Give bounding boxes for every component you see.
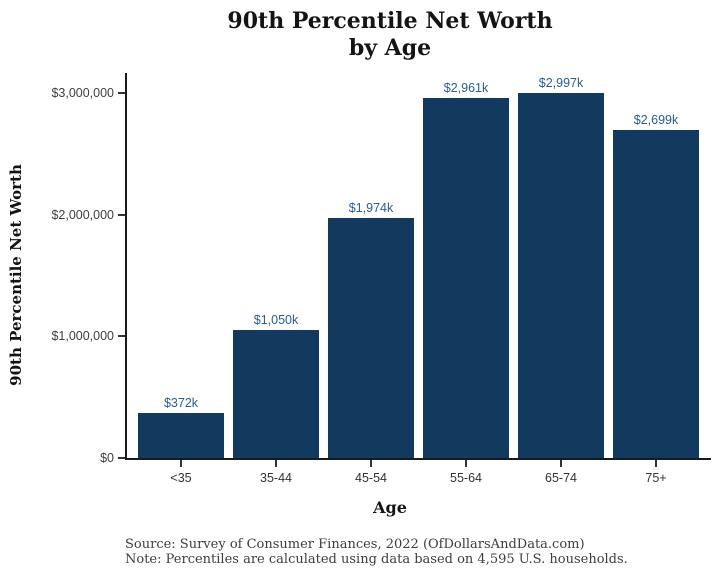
x-tick-mark <box>275 460 277 467</box>
y-tick-mark <box>118 92 125 94</box>
x-tick-label: 65-74 <box>545 471 577 485</box>
bar-value-label: $1,974k <box>348 200 394 215</box>
x-tick-label: <35 <box>170 471 192 485</box>
x-tick-label: 35-44 <box>260 471 292 485</box>
y-tick-mark <box>118 213 125 216</box>
x-axis-line <box>125 458 711 460</box>
bar-35-44 <box>233 330 319 458</box>
x-axis-title: Age <box>373 498 407 517</box>
y-tick-mark <box>118 457 125 459</box>
x-tick-mark <box>560 460 562 467</box>
y-tick-mark <box>118 335 125 338</box>
y-axis-line <box>125 73 127 460</box>
y-tick-label: $2,000,000 <box>51 207 114 222</box>
bar-55-64 <box>423 97 509 458</box>
bar-value-label: $1,050k <box>253 313 299 328</box>
x-tick-mark <box>655 460 657 467</box>
bar-75+ <box>613 129 699 458</box>
bar-65-74 <box>518 93 604 458</box>
bar-45-54 <box>328 217 414 458</box>
x-tick-mark <box>370 460 372 467</box>
note-text: Note: Percentiles are calculated using d… <box>125 552 628 567</box>
x-tick-label: 45-54 <box>355 471 387 485</box>
bar-value-label: $2,997k <box>538 76 584 91</box>
bar-<35 <box>138 412 224 458</box>
y-tick-label: $0 <box>100 451 114 465</box>
source-text: Source: Survey of Consumer Finances, 202… <box>125 537 585 552</box>
bar-value-label: $372k <box>163 395 199 410</box>
y-tick-label: $1,000,000 <box>51 329 114 344</box>
chart-title: 90th Percentile Net Worth by Age <box>75 8 705 62</box>
x-tick-mark <box>465 460 467 467</box>
plot-area: $372k $1,050k $1,974k $2,961k $2,997k $2,699k <box>127 73 710 458</box>
caption: Source: Survey of Consumer Finances, 202… <box>125 537 628 567</box>
y-axis-title: 90th Percentile Net Worth <box>7 164 25 386</box>
x-tick-label: 75+ <box>645 471 667 485</box>
x-tick-label: 55-64 <box>450 471 482 485</box>
bar-value-label: $2,961k <box>443 80 489 95</box>
chart-title-line1: 90th Percentile Net Worth <box>227 8 553 34</box>
chart-title-line2: by Age <box>348 35 432 61</box>
bar-value-label: $2,699k <box>633 112 679 127</box>
y-tick-label: $3,000,000 <box>51 86 114 100</box>
x-tick-mark <box>180 460 182 467</box>
